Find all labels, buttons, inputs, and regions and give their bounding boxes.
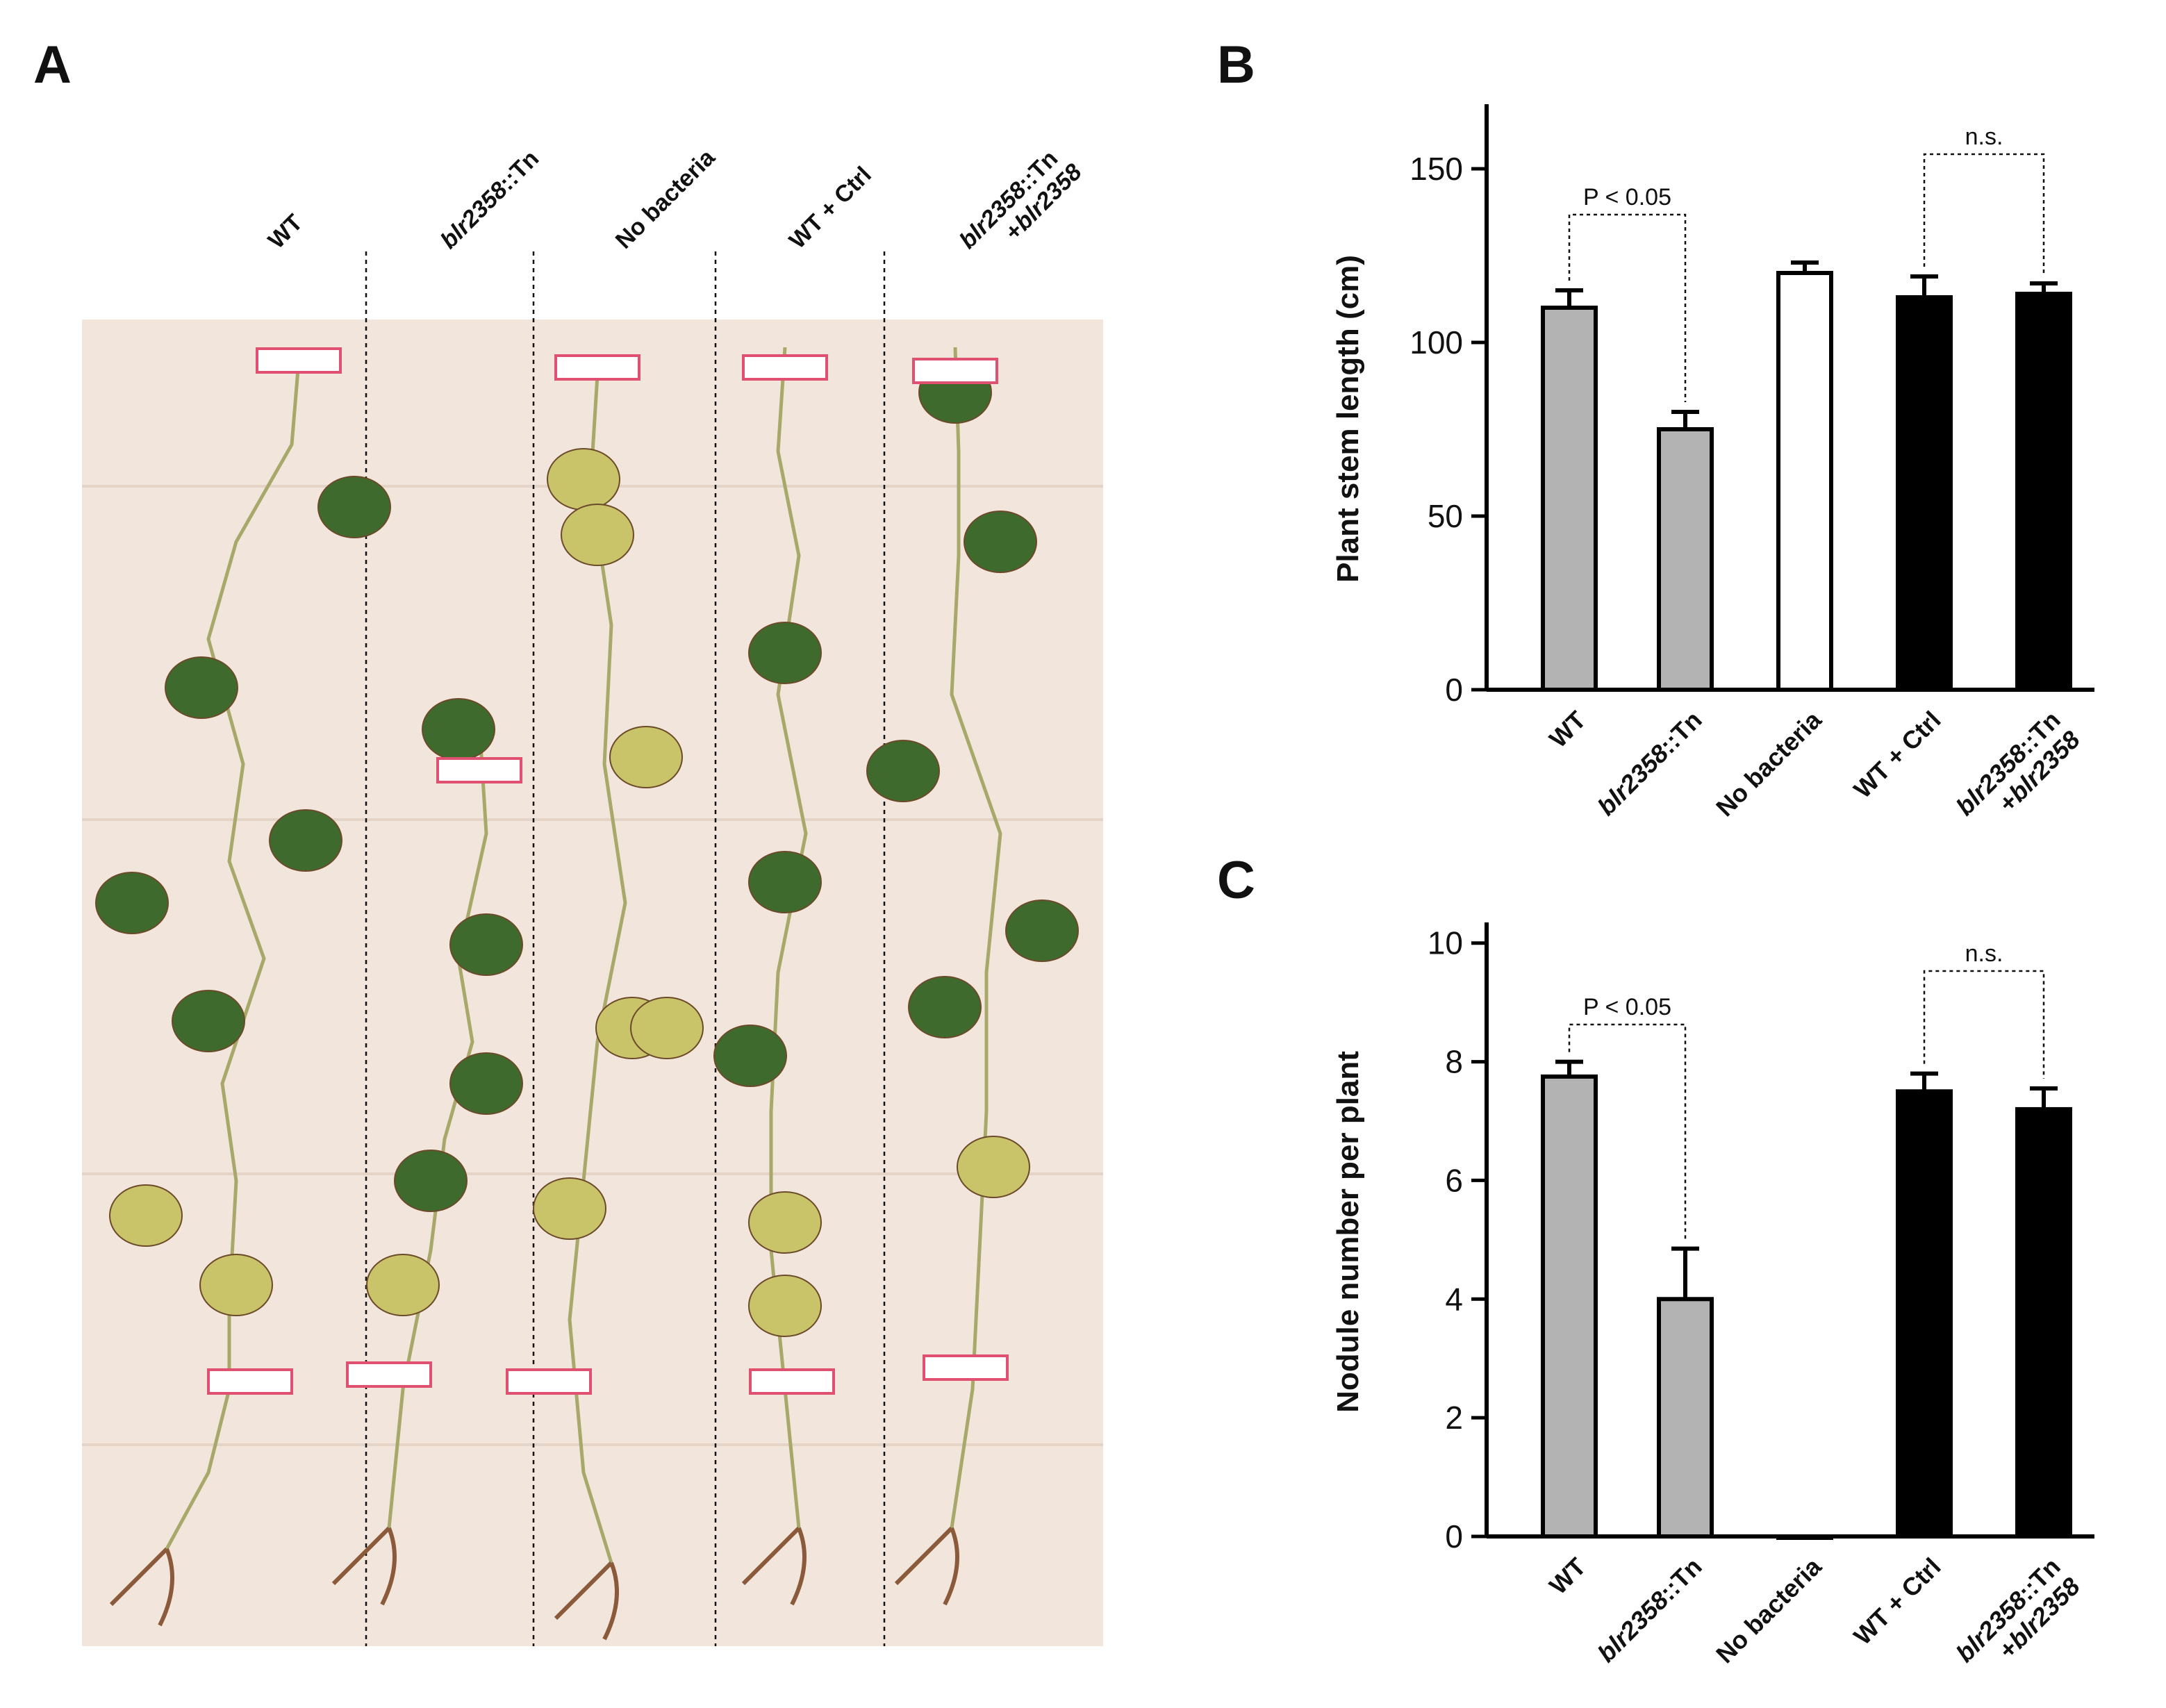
plant-leaf bbox=[449, 1052, 523, 1115]
plant-leaf bbox=[449, 913, 523, 976]
significance-label: n.s. bbox=[1965, 124, 2003, 150]
significance-bracket bbox=[1923, 153, 2045, 274]
bar bbox=[1896, 295, 1953, 692]
plant-leaf bbox=[748, 1191, 822, 1254]
significance-label: P < 0.05 bbox=[1583, 184, 1671, 210]
significance-label: P < 0.05 bbox=[1583, 994, 1671, 1020]
y-tick-label: 0 bbox=[1445, 672, 1463, 708]
plant-tag-bottom bbox=[923, 1354, 1009, 1381]
x-tick-label: No bacteria bbox=[1710, 1552, 1827, 1668]
plant-leaf bbox=[964, 511, 1037, 573]
plant-stem bbox=[950, 347, 1002, 1529]
bar bbox=[1657, 427, 1714, 692]
bar bbox=[2015, 292, 2072, 692]
y-axis-label: Nodule number per plant bbox=[1331, 1051, 1365, 1413]
y-tick-label: 2 bbox=[1445, 1400, 1463, 1436]
x-tick-label: WT bbox=[1544, 1552, 1592, 1600]
plant-leaf bbox=[630, 997, 704, 1059]
y-axis-label: Plant stem length (cm) bbox=[1331, 255, 1365, 583]
plant-leaf bbox=[609, 726, 683, 788]
plant-leaf bbox=[866, 740, 940, 802]
y-tick-label: 50 bbox=[1428, 498, 1463, 534]
plant-leaf bbox=[269, 809, 342, 872]
bar bbox=[1657, 1297, 1714, 1539]
plant-leaf bbox=[366, 1254, 440, 1316]
panel-b-letter: B bbox=[1217, 35, 1255, 94]
significance-label: n.s. bbox=[1965, 940, 2003, 967]
bar bbox=[1896, 1089, 1953, 1539]
plant-leaf bbox=[748, 1275, 822, 1337]
y-tick-label: 150 bbox=[1409, 151, 1463, 187]
plant-root bbox=[109, 1547, 174, 1627]
plant-leaf bbox=[908, 976, 982, 1038]
plant-root bbox=[741, 1526, 807, 1606]
bar bbox=[2015, 1106, 2072, 1539]
y-tick-label: 100 bbox=[1409, 324, 1463, 360]
significance-bracket bbox=[1568, 1023, 1687, 1239]
tick-italic: blr2358 bbox=[1592, 1586, 1673, 1668]
plant-leaf bbox=[95, 872, 169, 934]
bar bbox=[1776, 1534, 1833, 1540]
y-tick-label: 4 bbox=[1445, 1281, 1463, 1317]
plant-tag-top bbox=[436, 757, 522, 783]
y-tick-label: 0 bbox=[1445, 1518, 1463, 1554]
plant-leaf bbox=[713, 1025, 787, 1087]
y-tick-label: 10 bbox=[1428, 925, 1463, 961]
plant-leaf bbox=[957, 1136, 1030, 1198]
plant-leaf bbox=[165, 656, 238, 719]
plant-tag-bottom bbox=[207, 1368, 293, 1395]
plant-tag-top bbox=[256, 347, 342, 374]
plant-root bbox=[554, 1561, 619, 1641]
plant-leaf bbox=[172, 990, 245, 1052]
panel-c-letter: C bbox=[1217, 851, 1255, 910]
x-tick-label: blr2358::Tn bbox=[1592, 1552, 1707, 1668]
plant-tag-bottom bbox=[346, 1361, 432, 1388]
y-tick-label: 8 bbox=[1445, 1044, 1463, 1080]
plant-root bbox=[894, 1526, 959, 1606]
plant-leaf bbox=[748, 851, 822, 913]
x-tick-label: WT + Ctrl bbox=[1848, 1552, 1946, 1650]
plant-leaf bbox=[199, 1254, 273, 1316]
plant-leaf bbox=[748, 622, 822, 684]
x-tick-label: blr2358::Tn+blr2358 bbox=[1950, 1552, 2085, 1687]
plant-tag-bottom bbox=[506, 1368, 592, 1395]
plant-leaf bbox=[533, 1177, 606, 1240]
plant-leaf bbox=[561, 504, 634, 566]
plant-leaf bbox=[1005, 899, 1079, 962]
plant-tag-top bbox=[554, 354, 640, 381]
y-tick-label: 6 bbox=[1445, 1162, 1463, 1198]
plant-tag-top bbox=[742, 354, 828, 381]
plant-tag-bottom bbox=[749, 1368, 835, 1395]
plant-leaf bbox=[317, 476, 391, 538]
plant-leaf bbox=[109, 1184, 183, 1247]
panel-a-letter: A bbox=[33, 35, 72, 94]
plant-leaf bbox=[394, 1150, 468, 1212]
plant-tag-top bbox=[912, 358, 998, 384]
bar bbox=[1541, 1074, 1598, 1539]
plant-root bbox=[331, 1526, 397, 1606]
significance-bracket bbox=[1923, 970, 2045, 1079]
